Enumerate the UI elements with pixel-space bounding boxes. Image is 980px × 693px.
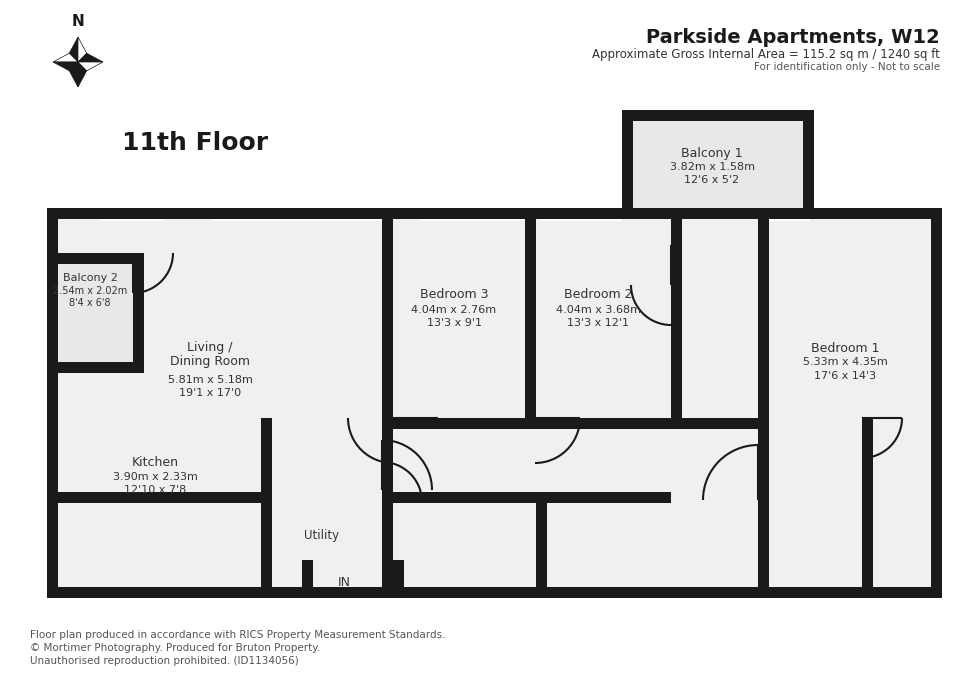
Bar: [133, 253, 144, 373]
Bar: [302, 560, 313, 598]
Text: Bedroom 3: Bedroom 3: [419, 288, 488, 301]
Bar: [382, 418, 758, 598]
Bar: [536, 492, 547, 598]
Bar: [671, 208, 758, 418]
Bar: [525, 208, 536, 418]
Bar: [758, 208, 810, 221]
Bar: [862, 418, 873, 598]
Text: Dining Room: Dining Room: [170, 356, 250, 369]
Bar: [47, 362, 133, 373]
Bar: [622, 110, 633, 208]
Bar: [758, 418, 942, 598]
Text: 19'1 x 17'0: 19'1 x 17'0: [179, 388, 241, 398]
Polygon shape: [78, 62, 87, 87]
Bar: [100, 208, 165, 221]
Text: Balcony 2: Balcony 2: [63, 273, 118, 283]
Bar: [803, 110, 814, 208]
Bar: [382, 560, 393, 598]
Bar: [382, 418, 769, 429]
Bar: [393, 560, 404, 598]
Bar: [47, 587, 942, 598]
Text: 5.33m x 4.35m: 5.33m x 4.35m: [803, 357, 887, 367]
Bar: [758, 208, 942, 598]
Bar: [931, 208, 942, 598]
Bar: [622, 110, 803, 121]
Text: Utility: Utility: [305, 529, 339, 541]
Text: Floor plan produced in accordance with RICS Property Measurement Standards.: Floor plan produced in accordance with R…: [30, 630, 446, 640]
Polygon shape: [53, 53, 78, 62]
Polygon shape: [70, 37, 78, 62]
Bar: [47, 253, 133, 373]
Bar: [261, 418, 272, 598]
Text: Balcony 1: Balcony 1: [681, 146, 743, 159]
Polygon shape: [78, 62, 103, 71]
Bar: [562, 208, 622, 221]
Bar: [525, 208, 671, 418]
Bar: [387, 560, 398, 598]
Bar: [758, 418, 769, 598]
Bar: [47, 208, 942, 219]
Bar: [302, 587, 387, 600]
Bar: [382, 418, 758, 429]
Text: IN: IN: [337, 575, 351, 588]
Polygon shape: [70, 62, 78, 87]
Bar: [382, 492, 671, 503]
Bar: [47, 492, 272, 503]
Text: 3.82m x 1.58m: 3.82m x 1.58m: [669, 162, 755, 172]
Bar: [540, 208, 562, 221]
Bar: [382, 208, 525, 418]
Text: 13'3 x 9'1: 13'3 x 9'1: [426, 318, 481, 328]
Text: 4.04m x 3.68m: 4.04m x 3.68m: [556, 305, 641, 315]
Text: 3.90m x 2.33m: 3.90m x 2.33m: [113, 472, 197, 482]
Text: For identification only - Not to scale: For identification only - Not to scale: [754, 62, 940, 72]
Text: 17'6 x 14'3: 17'6 x 14'3: [814, 371, 876, 381]
Text: Unauthorised reproduction prohibited. (ID1134056): Unauthorised reproduction prohibited. (I…: [30, 656, 299, 666]
Text: 12'10 x 7'8: 12'10 x 7'8: [123, 485, 186, 495]
Text: Living /: Living /: [187, 342, 233, 355]
Bar: [212, 208, 382, 221]
Text: 12'6 x 5'2: 12'6 x 5'2: [684, 175, 740, 185]
Polygon shape: [78, 37, 87, 62]
Bar: [671, 418, 758, 429]
Text: 11th Floor: 11th Floor: [122, 131, 269, 155]
Bar: [622, 110, 803, 208]
Bar: [47, 253, 133, 264]
Text: 13'3 x 12'1: 13'3 x 12'1: [567, 318, 629, 328]
Bar: [47, 208, 382, 598]
Bar: [420, 208, 525, 221]
Text: 8'4 x 6'8: 8'4 x 6'8: [70, 298, 111, 308]
Text: Approximate Gross Internal Area = 115.2 sq m / 1240 sq ft: Approximate Gross Internal Area = 115.2 …: [592, 48, 940, 61]
Bar: [382, 208, 393, 598]
Text: © Mortimer Photography. Produced for Bruton Property.: © Mortimer Photography. Produced for Bru…: [30, 643, 320, 653]
Text: N: N: [72, 14, 84, 29]
Polygon shape: [78, 53, 103, 62]
Text: Bedroom 1: Bedroom 1: [810, 342, 879, 355]
Text: Parkside Apartments, W12: Parkside Apartments, W12: [646, 28, 940, 47]
Text: 5.81m x 5.18m: 5.81m x 5.18m: [168, 375, 253, 385]
Polygon shape: [53, 62, 78, 71]
Text: Bedroom 2: Bedroom 2: [564, 288, 632, 301]
Text: Kitchen: Kitchen: [131, 457, 178, 469]
Bar: [47, 208, 58, 598]
Bar: [758, 208, 769, 598]
Bar: [671, 208, 682, 418]
Text: 2.54m x 2.02m: 2.54m x 2.02m: [53, 286, 127, 296]
Text: 4.04m x 2.76m: 4.04m x 2.76m: [412, 305, 497, 315]
